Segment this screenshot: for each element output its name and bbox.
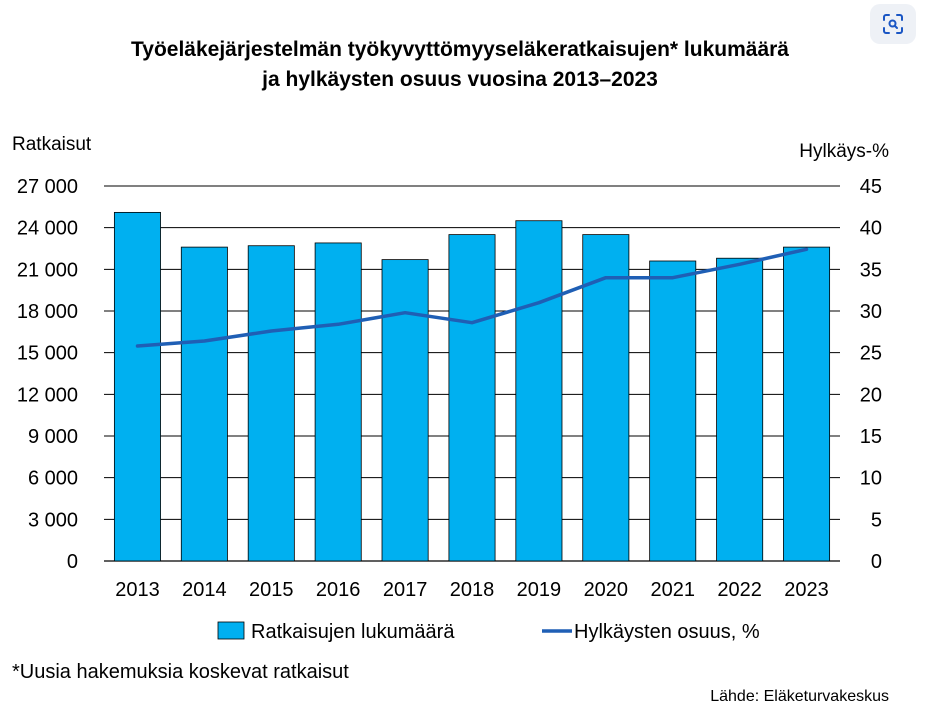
- y-left-tick-label: 21 000: [17, 259, 78, 281]
- bar-series: [113, 211, 831, 562]
- y-left-tick-label: 18 000: [17, 301, 78, 323]
- y-left-tick-label: 0: [67, 551, 78, 573]
- x-tick-label: 2016: [316, 579, 361, 601]
- x-tick-label: 2017: [383, 579, 428, 601]
- tick-labels: 0 3 000 6 000 9 000 12 000 15 000 18 000 21 000…: [17, 176, 882, 601]
- legend-label-line: Hylkäysten osuus, %: [574, 621, 760, 643]
- y-left-tick-label: 27 000: [17, 176, 78, 198]
- x-tick-label: 2013: [115, 579, 160, 601]
- legend-swatch-bar: [217, 621, 245, 640]
- y-right-tick-label: 45: [860, 176, 882, 198]
- y-right-tick-label: 30: [860, 301, 882, 323]
- bar: [247, 245, 295, 562]
- y-right-tick-label: 35: [860, 259, 882, 281]
- source-note: Lähde: Eläketurvakeskus: [710, 688, 889, 705]
- bar: [649, 260, 697, 562]
- x-tick-label: 2018: [450, 579, 495, 601]
- bar: [448, 234, 496, 562]
- y-left-tick-label: 12 000: [17, 384, 78, 406]
- y-right-tick-label: 10: [860, 468, 882, 490]
- legend-label-bar: Ratkaisujen lukumäärä: [251, 621, 455, 643]
- line-series: [135, 247, 809, 348]
- y-right-tick-label: 5: [871, 509, 882, 531]
- x-tick-label: 2020: [584, 579, 629, 601]
- y-right-tick-label: 0: [871, 551, 882, 573]
- chart-title-line1: Työeläkejärjestelmän työkyvyttömyyseläke…: [131, 38, 789, 61]
- x-tick-label: 2014: [182, 579, 227, 601]
- y-right-tick-label: 20: [860, 384, 882, 406]
- y-left-axis-title: Ratkaisut: [12, 134, 92, 155]
- y-right-tick-label: 40: [860, 218, 882, 240]
- lens-search-icon: [883, 14, 903, 34]
- y-left-tick-label: 6 000: [28, 468, 78, 490]
- y-right-tick-label: 25: [860, 343, 882, 365]
- y-right-tick-label: 15: [860, 426, 882, 448]
- bar: [716, 257, 764, 562]
- x-tick-label: 2022: [717, 579, 762, 601]
- x-tick-label: 2015: [249, 579, 294, 601]
- bar: [113, 211, 161, 562]
- bar: [515, 220, 563, 562]
- line-series-path: [135, 247, 809, 348]
- bar: [180, 246, 228, 562]
- x-tick-label: 2021: [650, 579, 695, 601]
- x-tick-label: 2019: [517, 579, 562, 601]
- y-left-tick-label: 3 000: [28, 509, 78, 531]
- footnote: *Uusia hakemuksia koskevat ratkaisut: [12, 661, 349, 683]
- bar: [582, 234, 630, 562]
- legend: Ratkaisujen lukumäärä Hylkäysten osuus, …: [217, 621, 760, 643]
- bar: [381, 259, 429, 562]
- lens-search-button[interactable]: [870, 4, 916, 44]
- bar: [314, 242, 362, 562]
- bar: [783, 246, 831, 562]
- chart-title-line2: ja hylkäysten osuus vuosina 2013–2023: [261, 68, 658, 91]
- y-left-tick-label: 15 000: [17, 343, 78, 365]
- y-left-tick-label: 24 000: [17, 218, 78, 240]
- y-left-tick-label: 9 000: [28, 426, 78, 448]
- y-right-axis-title: Hylkäys-%: [799, 141, 889, 162]
- x-tick-label: 2023: [784, 579, 829, 601]
